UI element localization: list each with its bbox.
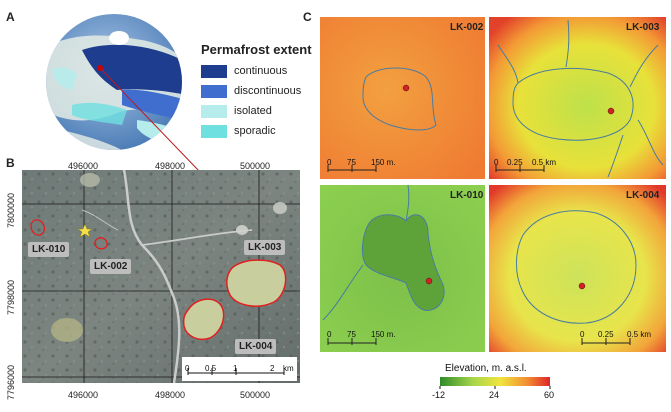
x-tick-bottom-500000: 500000 <box>240 390 271 400</box>
x-tick-500000: 500000 <box>240 161 271 171</box>
dem-scale-lk-003-05: 0.5 km <box>532 158 557 167</box>
lake-label-lk-010: LK-010 <box>28 242 70 257</box>
dem-scale-lk-002-75: 75 <box>347 158 356 167</box>
legend-item-continuous: continuous <box>234 65 288 77</box>
dem-scale-lk-002-0: 0 <box>327 158 332 167</box>
legend-item-sporadic: sporadic <box>234 125 276 137</box>
dem-scale-lk-003-0: 0 <box>494 158 499 167</box>
map-scale-0-5: 0.5 <box>205 364 217 373</box>
y-tick-7796000: 7796000 <box>6 364 16 400</box>
map-scale-2: 2 <box>270 364 275 373</box>
dem-scale-lk-004-025: 0.25 <box>598 330 614 339</box>
colorbar-tick-min: -12 <box>432 390 446 400</box>
y-tick-7800000: 7800000 <box>6 192 16 228</box>
dem-title-lk-010: LK-010 <box>450 190 484 201</box>
dem-scale-lk-010-0: 0 <box>327 330 332 339</box>
dem-title-lk-002: LK-002 <box>450 22 484 33</box>
panel-label-a: A <box>6 10 15 24</box>
legend-swatch-discontinuous <box>201 85 227 98</box>
dem-scale-lk-004-0: 0 <box>580 330 585 339</box>
connector-line <box>100 68 201 173</box>
dem-scale-lk-004-05: 0.5 km <box>627 330 652 339</box>
x-tick-bottom-498000: 498000 <box>155 390 186 400</box>
lake-label-lk-004: LK-004 <box>235 339 277 354</box>
legend-swatch-continuous <box>201 65 227 78</box>
x-tick-bottom-496000: 496000 <box>68 390 99 400</box>
lake-label-lk-003: LK-003 <box>244 240 286 255</box>
dem-scale-lk-002-150: 150 m. <box>371 158 396 167</box>
colorbar-tick-max: 60 <box>544 390 555 400</box>
dem-scale-lk-010-150: 150 m. <box>371 330 396 339</box>
map-scale-0: 0 <box>185 364 190 373</box>
colorbar-tick-mid: 24 <box>489 390 500 400</box>
map-scale-unit: km <box>283 364 294 373</box>
colorbar-title: Elevation, m. a.s.l. <box>445 363 527 374</box>
x-tick-496000: 496000 <box>68 161 99 171</box>
dem-panels <box>320 17 666 352</box>
colorbar <box>439 377 551 389</box>
legend-swatch-isolated <box>201 105 227 118</box>
x-tick-498000: 498000 <box>155 161 186 171</box>
dem-scale-lk-010-75: 75 <box>347 330 356 339</box>
panel-label-c: C <box>303 10 312 24</box>
legend-title: Permafrost extent <box>201 42 312 57</box>
map-scale-1: 1 <box>233 364 238 373</box>
dem-title-lk-004: LK-004 <box>626 190 660 201</box>
lake-label-lk-002: LK-002 <box>90 259 132 274</box>
legend-item-isolated: isolated <box>234 105 272 117</box>
legend-swatch-sporadic <box>201 125 227 138</box>
dem-title-lk-003: LK-003 <box>626 22 660 33</box>
dem-scale-lk-003-025: 0.25 <box>507 158 523 167</box>
y-tick-7798000: 7798000 <box>6 279 16 315</box>
panel-label-b: B <box>6 156 15 170</box>
legend-item-discontinuous: discontinuous <box>234 85 302 97</box>
